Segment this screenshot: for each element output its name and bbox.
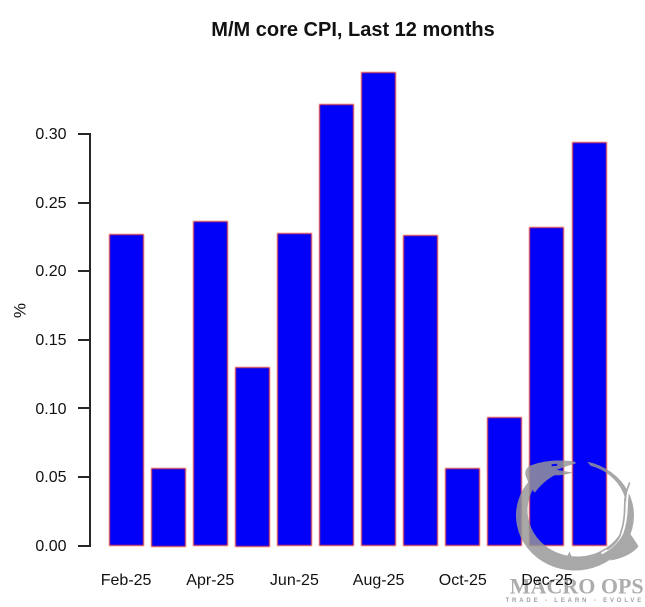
svg-text:TRADE - LEARN - EVOLVE: TRADE - LEARN - EVOLVE	[506, 598, 645, 604]
svg-text:MACRO OPS: MACRO OPS	[510, 573, 644, 598]
